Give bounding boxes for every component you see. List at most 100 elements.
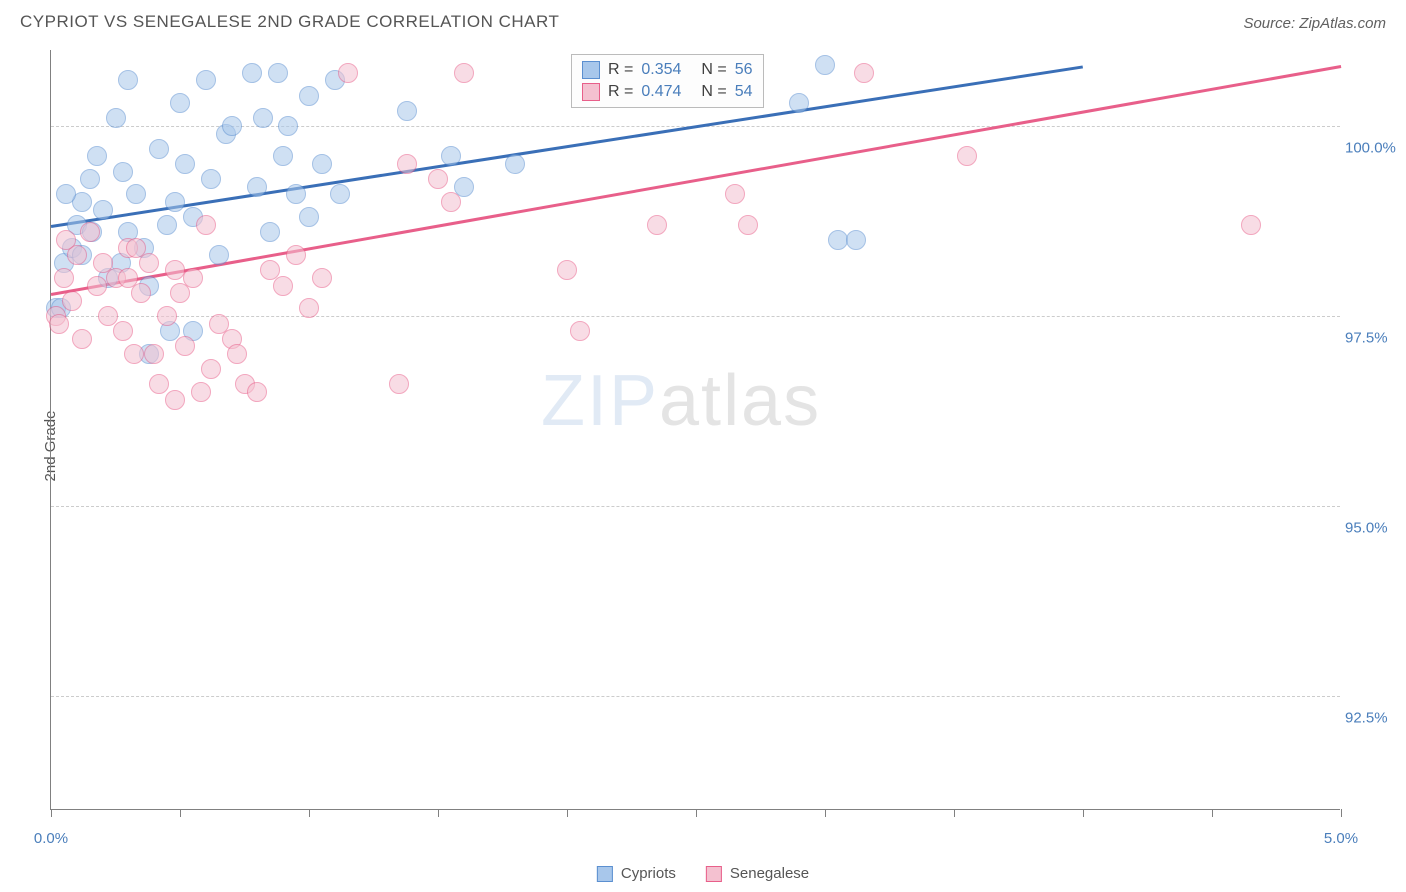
y-tick-label: 92.5% [1345,710,1400,727]
scatter-chart: ZIPatlas 92.5%95.0%97.5%100.0%0.0%5.0%R … [50,50,1340,810]
legend-r-value: 0.474 [641,83,681,101]
data-point [441,192,461,212]
data-point [570,321,590,341]
legend-r-prefix: R = [608,83,633,101]
data-point [505,154,525,174]
data-point [815,55,835,75]
data-point [126,238,146,258]
y-tick-label: 97.5% [1345,330,1400,347]
data-point [165,260,185,280]
legend-n-value: 56 [735,61,753,79]
data-point [260,222,280,242]
data-point [428,169,448,189]
data-point [854,63,874,83]
data-point [196,70,216,90]
x-tick [438,809,439,817]
x-tick [180,809,181,817]
x-tick [954,809,955,817]
data-point [72,329,92,349]
data-point [299,298,319,318]
x-tick [825,809,826,817]
data-point [222,116,242,136]
data-point [738,215,758,235]
x-tick [1212,809,1213,817]
source-label: Source: ZipAtlas.com [1243,15,1386,32]
data-point [397,154,417,174]
data-point [441,146,461,166]
data-point [338,63,358,83]
data-point [157,306,177,326]
data-point [149,374,169,394]
gridline [51,506,1340,507]
x-tick [696,809,697,817]
watermark: ZIPatlas [541,360,821,442]
y-tick-label: 95.0% [1345,520,1400,537]
gridline [51,316,1340,317]
legend-n-prefix: N = [701,61,726,79]
data-point [242,63,262,83]
data-point [196,215,216,235]
legend-swatch [582,61,600,79]
data-point [312,154,332,174]
x-tick [51,809,52,817]
data-point [209,245,229,265]
data-point [273,276,293,296]
bottom-legend: Cypriots Senegalese [597,865,809,882]
data-point [286,245,306,265]
legend-swatch-cypriots [597,866,613,882]
x-tick [1083,809,1084,817]
data-point [118,268,138,288]
data-point [247,382,267,402]
data-point [227,344,247,364]
legend-swatch-senegalese [706,866,722,882]
data-point [80,169,100,189]
data-point [175,336,195,356]
legend-r-prefix: R = [608,61,633,79]
gridline [51,696,1340,697]
legend-label-senegalese: Senegalese [730,865,809,882]
data-point [286,184,306,204]
data-point [789,93,809,113]
data-point [201,169,221,189]
chart-header: CYPRIOT VS SENEGALESE 2ND GRADE CORRELAT… [0,0,1406,40]
data-point [139,253,159,273]
data-point [330,184,350,204]
data-point [165,192,185,212]
data-point [647,215,667,235]
legend-n-value: 54 [735,83,753,101]
x-tick [567,809,568,817]
data-point [170,93,190,113]
data-point [299,86,319,106]
data-point [725,184,745,204]
legend-r-value: 0.354 [641,61,681,79]
data-point [113,162,133,182]
correlation-legend: R =0.354N =56R =0.474N =54 [571,54,764,108]
data-point [87,276,107,296]
data-point [106,108,126,128]
data-point [1241,215,1261,235]
legend-row: R = 0.354 N = 56 [582,59,753,81]
data-point [131,283,151,303]
data-point [93,200,113,220]
data-point [124,344,144,364]
data-point [957,146,977,166]
data-point [247,177,267,197]
data-point [62,291,82,311]
y-tick-label: 100.0% [1345,140,1400,157]
data-point [157,215,177,235]
x-tick-label: 5.0% [1324,830,1358,847]
data-point [454,63,474,83]
data-point [191,382,211,402]
data-point [397,101,417,121]
data-point [273,146,293,166]
x-tick [1341,809,1342,817]
data-point [149,139,169,159]
chart-title: CYPRIOT VS SENEGALESE 2ND GRADE CORRELAT… [20,12,559,32]
data-point [98,306,118,326]
legend-item-senegalese: Senegalese [706,865,809,882]
data-point [389,374,409,394]
data-point [312,268,332,288]
data-point [278,116,298,136]
data-point [144,344,164,364]
data-point [165,390,185,410]
